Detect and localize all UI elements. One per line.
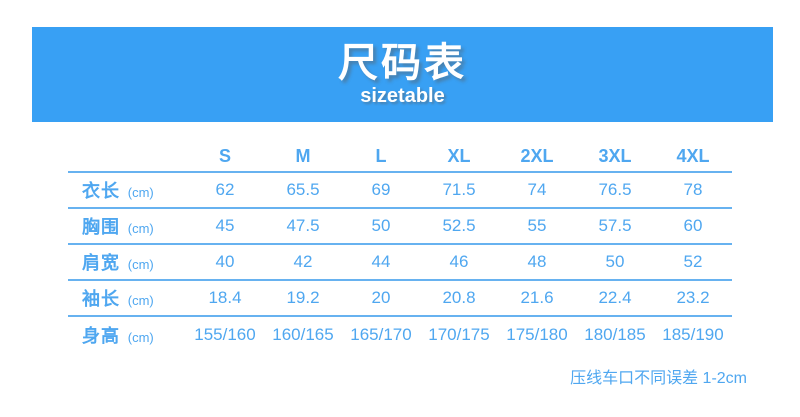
cell-value: 44 xyxy=(371,252,391,271)
header-banner: 尺码表 sizetable xyxy=(32,27,773,122)
cell-value: 62 xyxy=(215,180,235,199)
banner-title: 尺码表 xyxy=(338,41,467,85)
cell-value: 78 xyxy=(683,180,703,199)
cell-value: 45 xyxy=(215,216,235,235)
cell-value: 165/170 xyxy=(350,324,412,344)
cell-value: 18.4 xyxy=(208,288,242,307)
col-header-l: L xyxy=(375,146,387,166)
cell-value: 60 xyxy=(683,216,703,235)
col-header-2xl: 2XL xyxy=(520,146,554,166)
row-unit: (cm) xyxy=(127,329,154,345)
row-label-text: 肩宽 xyxy=(82,253,120,273)
cell-value: 170/175 xyxy=(428,324,490,344)
row-label: 肩宽 (cm) xyxy=(68,244,186,280)
cell-value: 20.8 xyxy=(442,288,476,307)
row-label-text: 胸围 xyxy=(82,217,120,237)
row-label: 袖长 (cm) xyxy=(68,280,186,316)
row-unit: (cm) xyxy=(127,293,154,308)
col-header-m: M xyxy=(295,146,311,166)
row-label-text: 衣长 xyxy=(82,181,120,201)
col-header-xl: XL xyxy=(447,146,471,166)
corner-cell xyxy=(68,142,186,172)
table-row-sleeve: 袖长 (cm) 18.4 19.2 20 20.8 21.6 22.4 23.2 xyxy=(68,280,732,316)
cell-value: 23.2 xyxy=(676,288,710,307)
row-label-text: 袖长 xyxy=(82,289,120,309)
col-header-3xl: 3XL xyxy=(598,146,632,166)
row-label: 衣长 (cm) xyxy=(68,172,186,208)
cell-value: 175/180 xyxy=(506,324,568,344)
cell-value: 21.6 xyxy=(520,288,554,307)
cell-value: 47.5 xyxy=(286,216,320,235)
cell-value: 155/160 xyxy=(194,324,256,344)
cell-value: 65.5 xyxy=(286,180,320,199)
cell-value: 50 xyxy=(605,252,625,271)
row-label-text: 身高 xyxy=(82,325,120,346)
cell-value: 20 xyxy=(371,288,391,307)
table-row-chest: 胸围 (cm) 45 47.5 50 52.5 55 57.5 60 xyxy=(68,208,732,244)
cell-value: 40 xyxy=(215,252,235,271)
row-label: 胸围 (cm) xyxy=(68,208,186,244)
cell-value: 48 xyxy=(527,252,547,271)
col-header-4xl: 4XL xyxy=(676,146,710,166)
cell-value: 185/190 xyxy=(662,324,724,344)
row-unit: (cm) xyxy=(127,257,154,272)
cell-value: 46 xyxy=(449,252,469,271)
banner-subtitle: sizetable xyxy=(360,85,445,107)
cell-value: 50 xyxy=(371,216,391,235)
cell-value: 22.4 xyxy=(598,288,632,307)
cell-value: 55 xyxy=(527,216,547,235)
cell-value: 52 xyxy=(683,252,703,271)
cell-value: 52.5 xyxy=(442,216,476,235)
row-label: 身高 (cm) xyxy=(68,316,186,352)
cell-value: 160/165 xyxy=(272,324,334,344)
size-table: S M L XL 2XL 3XL 4XL 衣长 (cm) 62 65.5 69 … xyxy=(68,142,732,352)
table-row-height: 身高 (cm) 155/160 160/165 165/170 170/175 … xyxy=(68,316,732,352)
cell-value: 76.5 xyxy=(598,180,632,199)
tolerance-note: 压线车口不同误差 1-2cm xyxy=(570,370,747,387)
row-unit: (cm) xyxy=(127,185,154,200)
cell-value: 74 xyxy=(527,180,547,199)
cell-value: 71.5 xyxy=(442,180,476,199)
col-header-s: S xyxy=(218,146,231,166)
cell-value: 180/185 xyxy=(584,324,646,344)
cell-value: 42 xyxy=(293,252,313,271)
cell-value: 69 xyxy=(371,180,391,199)
size-header-row: S M L XL 2XL 3XL 4XL xyxy=(68,142,732,172)
cell-value: 57.5 xyxy=(598,216,632,235)
row-unit: (cm) xyxy=(127,221,154,236)
table-row-garment-length: 衣长 (cm) 62 65.5 69 71.5 74 76.5 78 xyxy=(68,172,732,208)
cell-value: 19.2 xyxy=(286,288,320,307)
table-row-shoulder: 肩宽 (cm) 40 42 44 46 48 50 52 xyxy=(68,244,732,280)
